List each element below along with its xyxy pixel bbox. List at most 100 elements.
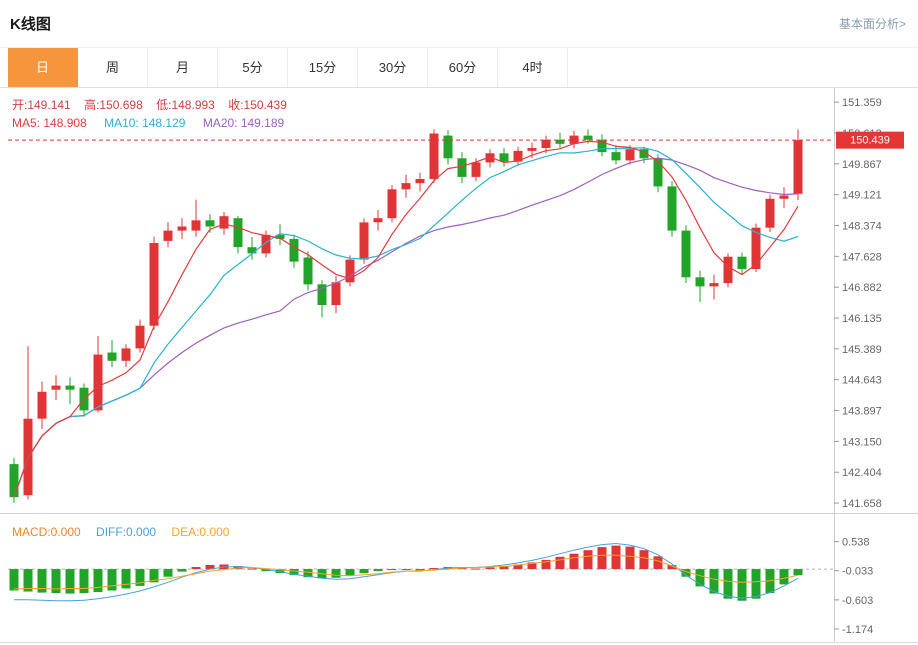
candles (9, 129, 803, 503)
dea-value: DEA:0.000 (171, 525, 230, 539)
timeframe-tabs: 日周月 5分 15分 30分 60分 4时 (0, 47, 918, 88)
candle-body (513, 150, 523, 162)
macd-bar (723, 569, 733, 599)
fundamental-analysis-link[interactable]: 基本面分析> (838, 17, 906, 31)
candle-body (275, 234, 285, 239)
tab-30min[interactable]: 30分 (358, 48, 428, 87)
candle-body (471, 162, 481, 177)
macd-bar (37, 569, 47, 593)
candle-body (317, 284, 327, 305)
candle-body (653, 158, 663, 187)
price-axis-label: 149.867 (842, 159, 882, 171)
current-price-label: 150.439 (850, 135, 890, 147)
macd-bar (471, 568, 481, 570)
candle-body (527, 148, 537, 151)
ma10-line (13, 147, 799, 498)
candle-body (65, 385, 75, 390)
macd-bar (653, 556, 663, 570)
ohlc-info: 开:149.141 高:150.698 低:148.993 收:150.439 (12, 96, 297, 113)
candle-body (681, 230, 691, 278)
candle-body (765, 198, 775, 228)
candle-body (93, 354, 103, 411)
candle-body (793, 140, 803, 194)
macd-bar (331, 569, 341, 578)
macd-bar (779, 569, 789, 585)
candle-body (233, 218, 243, 248)
candle-body (485, 153, 495, 163)
macd-bar (345, 569, 355, 576)
macd-bar (709, 569, 719, 594)
current-price-tag (836, 131, 904, 149)
macd-bar (51, 569, 61, 594)
tab-60min[interactable]: 60分 (428, 48, 498, 87)
candle-body (709, 283, 719, 287)
price-axis-label: 143.150 (842, 436, 882, 448)
macd-bar (583, 550, 593, 570)
candle-body (135, 325, 145, 349)
macd-bar (639, 550, 649, 570)
candle-body (695, 277, 705, 287)
macd-bar (79, 569, 89, 594)
kline-chart-canvas[interactable]: 151.359150.613149.867149.121148.374147.6… (0, 88, 918, 644)
candle-body (499, 153, 509, 162)
macd-bar (569, 553, 579, 570)
price-axis-label: 149.121 (842, 190, 882, 202)
header: K线图 基本面分析> (0, 0, 918, 47)
tab-week[interactable]: 周 (78, 48, 148, 87)
macd-axis-label: 0.538 (842, 537, 870, 549)
macd-bar (737, 569, 747, 601)
macd-bar (149, 569, 159, 583)
macd-axis-label: -1.174 (842, 624, 873, 636)
candle-body (415, 179, 425, 184)
tab-day[interactable]: 日 (8, 48, 78, 87)
candle-body (9, 464, 19, 498)
macd-bar (527, 562, 537, 570)
ma20-value: MA20: 149.189 (202, 116, 285, 130)
candle-body (177, 226, 187, 231)
price-axis-label: 141.658 (842, 498, 882, 510)
macd-bar (387, 569, 397, 571)
candle-body (331, 282, 341, 305)
macd-bar (303, 569, 313, 578)
price-axis-label: 144.643 (842, 375, 882, 387)
candle-body (373, 218, 383, 223)
price-axis-label: 145.389 (842, 344, 882, 356)
macd-bar (93, 569, 103, 593)
macd-bar (121, 569, 131, 589)
price-axis: 151.359150.613149.867149.121148.374147.6… (834, 97, 882, 510)
tab-4hour[interactable]: 4时 (498, 48, 568, 87)
diff-value: DIFF:0.000 (96, 525, 157, 539)
candle-body (247, 247, 257, 254)
macd-bar (681, 569, 691, 577)
candle-body (541, 139, 551, 148)
tab-15min[interactable]: 15分 (288, 48, 358, 87)
candle-body (737, 256, 747, 270)
macd-bar (793, 569, 803, 576)
ma10-value: MA10: 148.129 (104, 116, 186, 130)
candle-body (625, 149, 635, 161)
candle-body (611, 152, 621, 161)
macd-bar (695, 569, 705, 587)
macd-bar (373, 569, 383, 572)
candle-body (555, 139, 565, 144)
macd-bar (163, 569, 173, 577)
tab-month[interactable]: 月 (148, 48, 218, 87)
price-axis-label: 143.897 (842, 406, 882, 418)
diff-line (14, 542, 799, 602)
candle-body (345, 259, 355, 283)
candle-body (779, 195, 789, 199)
price-axis-label: 147.628 (842, 251, 882, 263)
candle-body (667, 186, 677, 231)
ma5-line (13, 140, 799, 498)
candle-body (191, 220, 201, 231)
candle-body (261, 234, 271, 254)
candle-body (51, 385, 61, 390)
dea-line (13, 554, 799, 590)
chart-area: 开:149.141 高:150.698 低:148.993 收:150.439 … (0, 88, 918, 644)
tab-5min[interactable]: 5分 (218, 48, 288, 87)
macd-bar (135, 569, 145, 586)
macd-bar (597, 547, 607, 570)
candle-body (723, 256, 733, 284)
high-value: 高:150.698 (84, 98, 143, 112)
